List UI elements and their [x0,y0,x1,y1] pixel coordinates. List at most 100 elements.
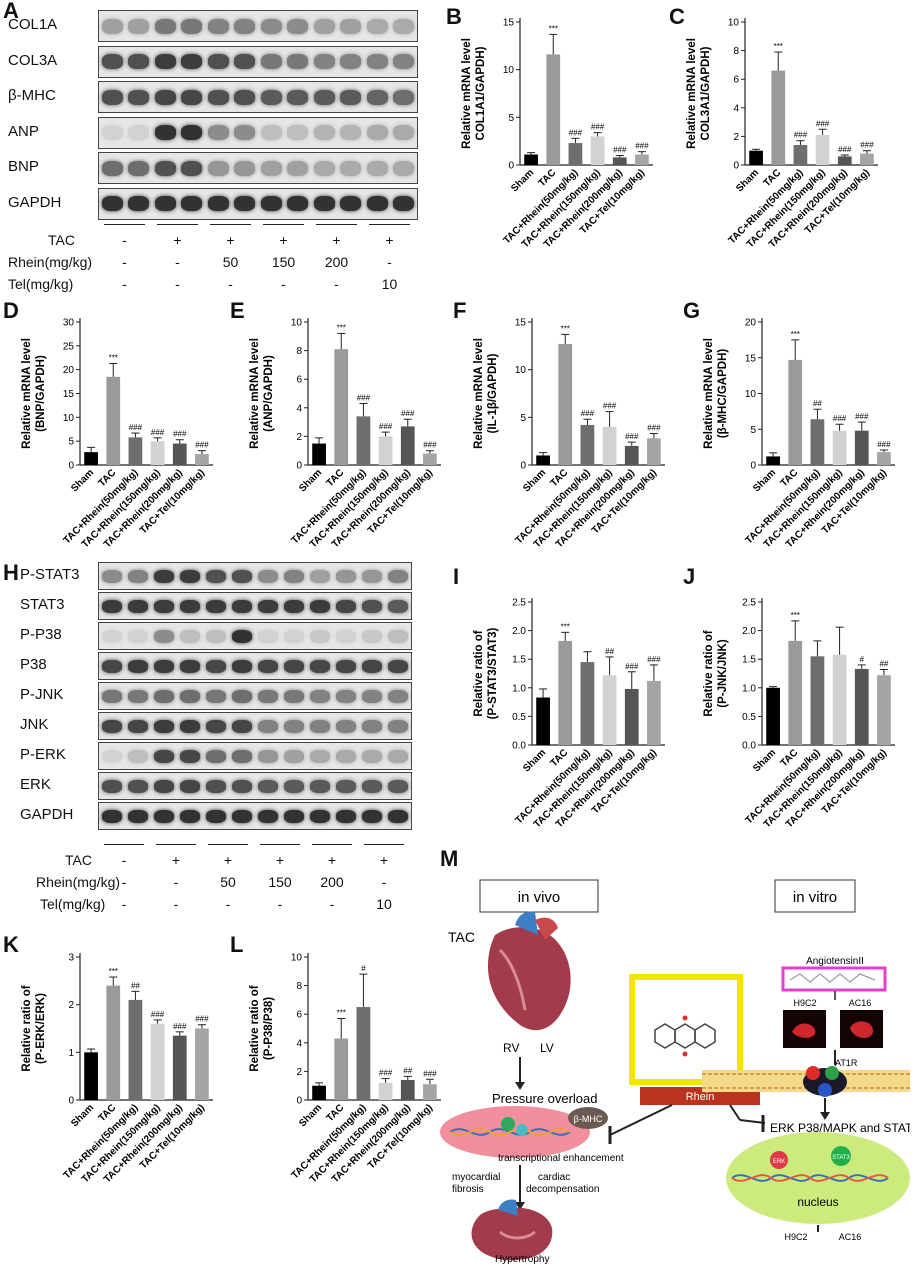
blot-band [234,160,256,176]
blot-band [153,779,175,793]
bar [647,680,661,745]
blot-band [313,160,335,176]
condition-value: 150 [271,254,296,270]
blot-band [393,196,415,211]
blot-band [179,629,201,643]
y-tick-label: 15 [63,389,75,400]
blot-band [366,54,388,69]
in-vitro-box [774,879,856,913]
condition-value: - [329,896,335,912]
blot-band [181,160,203,176]
blot-band [257,809,279,823]
significance-label: ### [647,424,661,433]
bar [423,1084,437,1100]
blot-band [179,809,201,823]
blot-strip [98,712,412,740]
y-tick-label: 10 [63,413,75,424]
panel-letter-i: I [453,564,460,589]
condition-label: TAC [65,852,92,868]
blot-band [127,779,149,793]
blot-band [207,18,229,34]
bar [580,424,595,465]
blot-band [127,689,149,703]
bar [400,1079,415,1100]
y-tick-label: 2.0 [742,626,756,637]
y-axis-label: (P-ERK/ERK) [35,993,47,1064]
blot-band [335,749,357,763]
significance-label: ### [860,141,874,150]
rhein-structure-box [629,974,743,1085]
significance-label: ### [423,1069,437,1078]
bar [378,436,393,465]
blot-row-label: ERK [20,776,51,793]
at1r-label: AT1R [835,1058,858,1068]
condition-value: - [175,254,180,270]
blot-band [153,809,175,823]
blot-band [313,196,335,211]
significance-label: *** [109,353,118,362]
blot-band [179,569,201,583]
significance-label: *** [549,24,558,33]
stat3-circle [831,1146,851,1166]
blot-band [205,659,227,673]
blot-band [366,89,388,105]
blot-band [335,629,357,643]
significance-label: ### [794,131,808,140]
in-vivo-label: in vivo [518,889,561,906]
condition-label: Tel(mg/kg) [40,896,106,912]
blot-band [387,599,409,613]
bar [749,150,763,165]
y-tick-label: 1.0 [742,683,756,694]
blot-band [231,779,253,793]
y-axis-label: Relative mRNA level [21,338,33,449]
y-tick-label: 6 [296,1010,302,1021]
significance-label: # [361,964,366,973]
bar [877,675,891,745]
bar [771,70,786,165]
condition-label: Tel(mg/kg) [8,276,74,292]
blot-band [260,89,282,105]
significance-label: ### [635,142,649,151]
bar [647,438,661,465]
group-underline [157,224,198,225]
y-axis-label: Relative ratio of [21,985,33,1071]
blot-band [335,689,357,703]
bar [612,157,627,165]
y-tick-label: 10 [728,18,740,29]
significance-label: ### [379,422,393,431]
blot-band [361,599,383,613]
bar [172,443,187,465]
in-vivo-box [479,879,599,913]
bar-chart-i: 0.0 0.5 1.0 1.5 2.0 2.5 Relative ratio of (P-ST… [473,598,665,830]
bar [150,1023,165,1100]
panel-letter-d: D [3,298,19,323]
h9c2-label-top: H9C2 [793,998,816,1008]
bar [832,430,847,465]
blot-band [260,18,282,34]
blot-band [101,689,123,703]
blot-band [283,719,305,733]
blot-band [287,54,309,69]
blot-row-label: P-JNK [20,686,64,703]
blot-strip [98,592,412,620]
y-tick-label: 4 [296,403,302,414]
rhein-structure-icon [654,1023,716,1049]
bar [624,445,639,465]
blot-band [127,749,149,763]
panel-letter-c: C [669,4,685,29]
blot-band [309,809,331,823]
y-axis-label: (P-P38/P38) [263,997,275,1060]
y-tick-label: 0 [520,461,526,472]
y-tick-label: 3 [68,953,74,964]
blot-band [366,160,388,176]
blot-band [153,689,175,703]
blot-band [205,689,227,703]
blot-band [366,196,388,211]
bar [128,999,143,1100]
blot-row-label: BNP [8,158,39,175]
blot-band [127,599,149,613]
blot-band [181,125,203,140]
y-tick-label: 0.5 [742,712,756,723]
blot-band [283,749,305,763]
